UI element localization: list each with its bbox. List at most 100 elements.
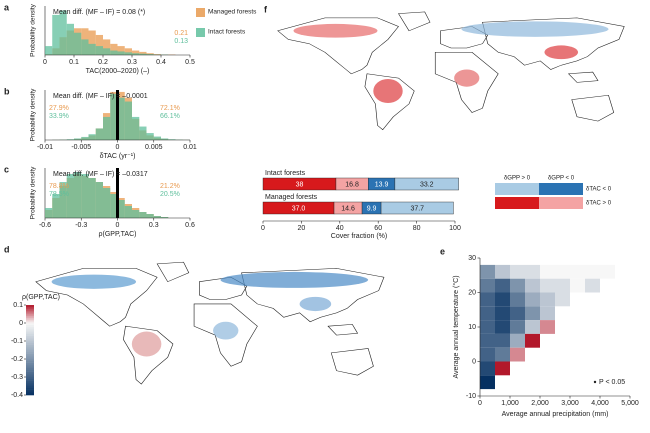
reference-line <box>116 168 119 218</box>
heatmap-cell <box>510 320 525 334</box>
heatmap-cell <box>480 292 495 307</box>
histogram-bar <box>168 139 176 140</box>
x-tick-label: -0.6 <box>39 222 51 229</box>
panel-letter: a <box>4 2 10 12</box>
x-tick-label: 0.2 <box>98 59 108 66</box>
colorbar-cell <box>26 357 34 360</box>
heatmap-cell <box>495 264 510 279</box>
heatmap-cell <box>540 320 555 334</box>
heatmap-cell <box>480 361 495 376</box>
colorbar-cell <box>26 378 34 381</box>
y-axis-label: Probability density <box>30 88 37 141</box>
legend-row-label: δTAC < 0 <box>586 187 612 193</box>
colorbar-cell <box>26 350 34 353</box>
colorbar-cell <box>26 360 34 363</box>
panel-letter: d <box>4 244 10 254</box>
heatmap-cell <box>525 306 540 321</box>
x-axis-label: Average annual precipitation (mm) <box>502 411 609 418</box>
y-axis-label: Probability density <box>30 166 37 219</box>
colorbar-cell <box>26 377 34 380</box>
x-tick-label: 0.4 <box>156 59 166 66</box>
panel-letter: b <box>4 86 10 96</box>
x-tick-label: 0.005 <box>145 144 163 151</box>
histogram-bar <box>124 206 132 218</box>
heatmap-cell <box>540 264 555 279</box>
share-label: 27.9% <box>49 105 69 112</box>
heatmap-cell <box>540 292 555 307</box>
histogram-bar <box>52 14 60 55</box>
heatmap-cell <box>585 278 600 293</box>
histogram-bar <box>95 182 103 218</box>
colorbar-cell <box>26 351 34 354</box>
colorbar-cell <box>26 335 34 338</box>
category-label: Intact forests <box>265 170 306 177</box>
heatmap-cell <box>555 278 570 293</box>
histogram-bar <box>110 43 118 55</box>
bar-segment <box>380 201 454 215</box>
colorbar-cell <box>26 337 34 340</box>
x-tick-label: 80 <box>413 225 421 232</box>
x-tick-label: 60 <box>374 225 382 232</box>
reference-line <box>116 90 119 140</box>
heatmap-cell <box>540 278 555 293</box>
legend-label: Managed forests <box>208 9 257 16</box>
heatmap-cell <box>600 264 615 279</box>
heatmap-cell <box>510 306 525 321</box>
colorbar-cell <box>26 387 34 390</box>
legend-swatch <box>196 8 205 17</box>
histogram-bar <box>81 174 89 218</box>
x-axis-label: Cover fraction (%) <box>331 233 387 240</box>
colorbar-cell <box>26 362 34 365</box>
note: P < 0.05 <box>599 379 625 386</box>
colorbar-cell <box>26 332 34 335</box>
histogram-bar <box>88 178 96 218</box>
heatmap-cell <box>495 347 510 362</box>
heatmap-cell <box>495 333 510 348</box>
colorbar-cell <box>26 328 34 331</box>
histogram-bar <box>88 30 96 55</box>
heatmap-cell <box>510 292 525 307</box>
colorbar-cell <box>26 341 34 344</box>
heatmap-cell <box>510 264 525 279</box>
colorbar-cell <box>26 386 34 389</box>
heatmap-cell <box>585 264 600 279</box>
colorbar-cell <box>26 310 34 313</box>
note-dot <box>593 380 597 384</box>
x-tick-label: 0 <box>478 400 482 407</box>
colorbar-cell <box>26 306 34 309</box>
colorbar-cell <box>26 369 34 372</box>
histogram-bar <box>139 53 147 55</box>
heatmap-cell <box>495 320 510 334</box>
x-axis-label: δTAC (yr⁻¹) <box>100 153 136 160</box>
value-label: 37.0 <box>292 205 306 212</box>
colorbar-cell <box>26 359 34 362</box>
colorbar-cell <box>26 308 34 311</box>
x-tick-label: 0 <box>116 144 120 151</box>
colorbar-cell <box>26 355 34 358</box>
legend-cell <box>495 197 539 209</box>
colorbar-cell <box>26 353 34 356</box>
heatmap-cell <box>570 264 585 279</box>
colorbar-cell <box>26 393 34 396</box>
heatmap-cell <box>480 375 495 390</box>
histogram-bar <box>146 133 154 140</box>
colorbar-cell <box>26 364 34 367</box>
heatmap-cell <box>510 347 525 362</box>
heatmap-cell <box>495 361 510 376</box>
x-tick-label: 100 <box>449 225 461 232</box>
histogram-bar <box>52 194 60 218</box>
value-label: 14.6 <box>341 205 355 212</box>
histogram-bar <box>146 54 154 55</box>
histogram-bar <box>139 212 147 218</box>
x-tick-label: 2,000 <box>531 400 549 407</box>
histogram-bar <box>74 172 82 218</box>
histogram-bar <box>74 138 82 140</box>
colorbar-cell <box>26 384 34 387</box>
colorbar-cell <box>26 373 34 376</box>
share-label: 72.1% <box>160 105 180 112</box>
annotation: Mean diff. (MF – IF) = –0.0317 <box>53 171 148 178</box>
heatmap-cell <box>525 278 540 293</box>
heatmap-cell <box>480 306 495 321</box>
heatmap-cell <box>495 278 510 293</box>
colorbar-cell <box>26 366 34 369</box>
